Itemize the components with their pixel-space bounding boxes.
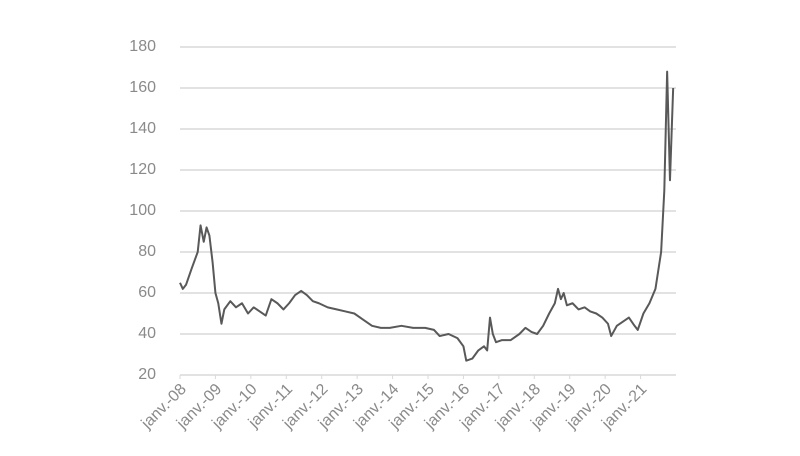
y-tick-label: 160 <box>129 79 156 96</box>
y-tick-label: 180 <box>129 38 156 55</box>
y-tick-label: 40 <box>138 325 156 342</box>
y-tick-label: 20 <box>138 366 156 383</box>
y-tick-label: 60 <box>138 284 156 301</box>
y-tick-label: 140 <box>129 120 156 137</box>
y-tick-label: 80 <box>138 243 156 260</box>
y-tick-label: 100 <box>129 202 156 219</box>
data-line <box>179 70 675 362</box>
y-tick-label: 120 <box>129 161 156 178</box>
